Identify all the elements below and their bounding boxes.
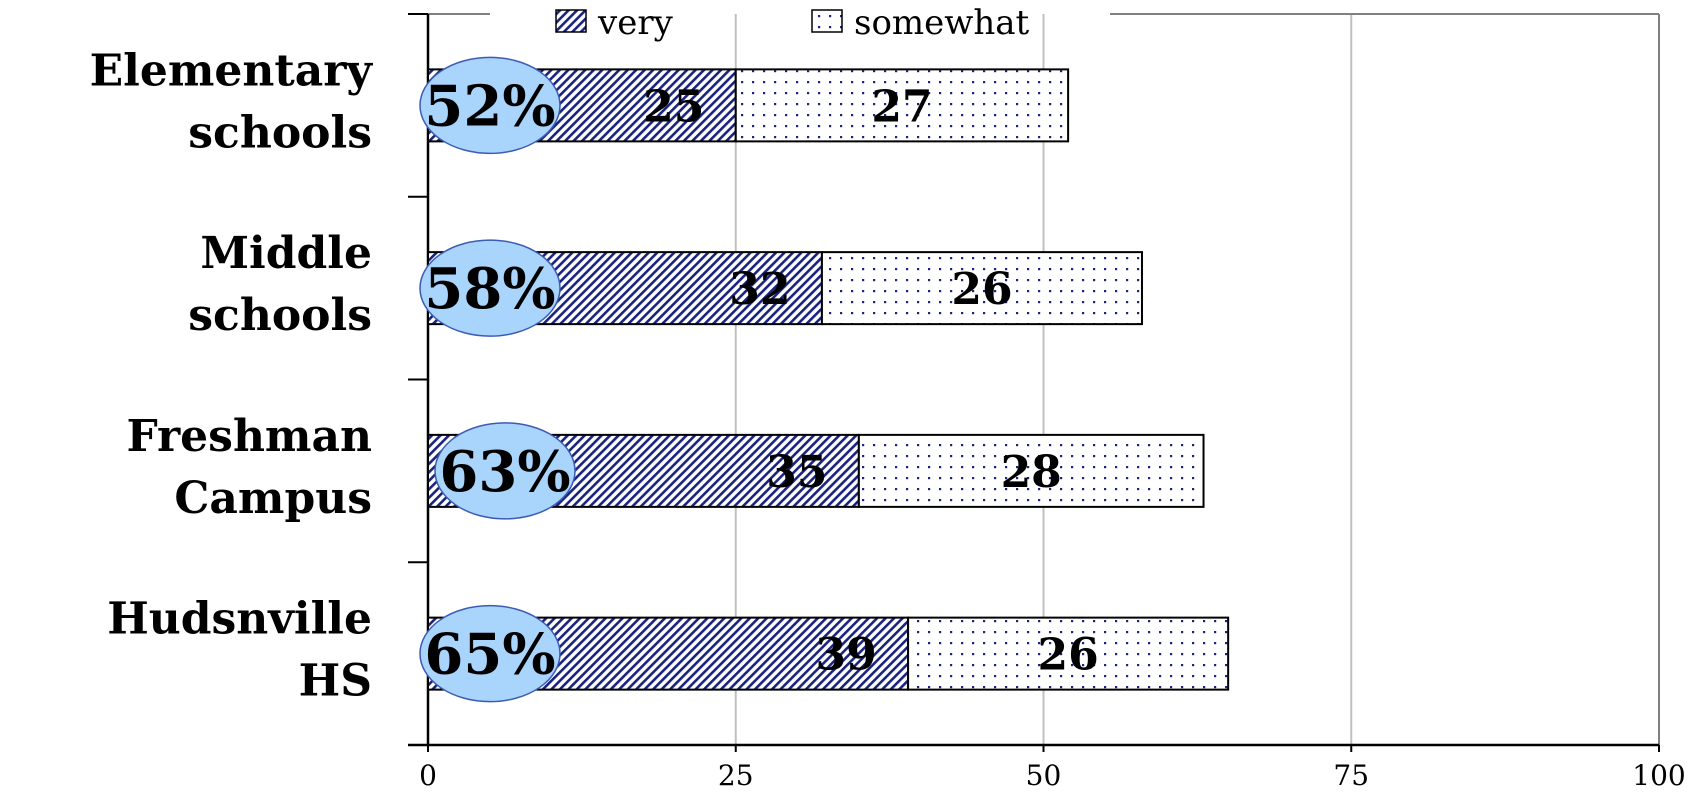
legend-swatch-very	[555, 9, 587, 33]
x-tick-label: 50	[1026, 759, 1062, 792]
bars	[427, 68, 1230, 691]
category-label: Middle	[200, 228, 372, 279]
data-label: 35	[766, 447, 827, 498]
bar-segment-somewhat	[907, 616, 1230, 691]
category-label: Campus	[174, 473, 372, 524]
x-tick-label: 25	[718, 759, 754, 792]
data-label: 32	[729, 264, 790, 315]
total-label: 65%	[424, 622, 555, 688]
legend-swatch-somewhat	[811, 9, 843, 33]
category-label: schools	[188, 290, 372, 341]
data-label: 26	[1038, 630, 1099, 681]
data-labels: 25 27 52% 32 26 58% 35 28 63% 39 26 65%	[419, 56, 1099, 703]
bar-segment-somewhat	[820, 251, 1143, 326]
category-label: HS	[299, 656, 372, 707]
total-badge	[419, 56, 561, 155]
category-label: schools	[188, 107, 372, 158]
data-label: 26	[951, 264, 1012, 315]
bar-segment-somewhat	[734, 68, 1070, 143]
data-label: 39	[815, 630, 876, 681]
category-label: Elementary	[90, 45, 374, 96]
bar-segment-somewhat	[857, 433, 1205, 508]
data-label: 27	[871, 81, 932, 132]
x-tick-label: 0	[419, 759, 437, 792]
total-label: 52%	[424, 73, 555, 139]
total-badge	[419, 604, 561, 703]
data-label: 25	[643, 81, 704, 132]
total-label: 63%	[439, 439, 570, 505]
axes: 0 25 50 75 100 Elementary schools Middle schools…	[90, 13, 1686, 792]
x-tick-label: 75	[1333, 759, 1369, 792]
total-label: 58%	[424, 256, 555, 322]
total-badge	[434, 422, 576, 520]
x-tick-label: 100	[1632, 759, 1685, 792]
legend-label-somewhat: somewhat	[854, 3, 1030, 43]
legend: very somewhat	[555, 3, 1030, 43]
category-label: Freshman	[127, 411, 372, 462]
category-label: Hudsnville	[107, 594, 372, 645]
total-badge	[419, 239, 561, 337]
data-label: 28	[1001, 447, 1062, 498]
legend-label-very: very	[597, 3, 674, 43]
